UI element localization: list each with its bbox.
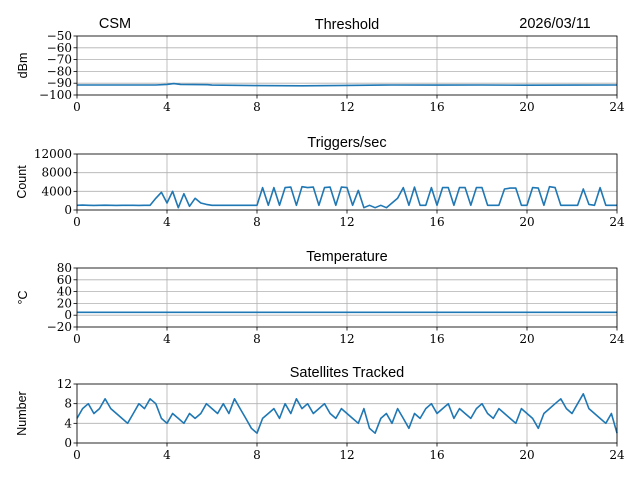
x-tick-label: 12: [339, 448, 354, 462]
y-tick-label: 4000: [41, 184, 72, 198]
y-tick-label: 12000: [34, 147, 72, 161]
subplot-title: Temperature: [306, 249, 387, 265]
y-tick-label: −50: [47, 29, 72, 43]
x-tick-label: 4: [163, 448, 171, 462]
header-left: CSM: [99, 16, 131, 32]
y-tick-label: 0: [64, 203, 72, 217]
x-tick-label: 24: [609, 215, 625, 229]
y-tick-label: −20: [47, 320, 72, 334]
subplot-title: Satellites Tracked: [290, 365, 404, 381]
x-tick-label: 20: [519, 332, 534, 346]
x-tick-label: 24: [609, 100, 625, 114]
y-tick-label: 4: [64, 416, 72, 430]
y-tick-label: −60: [47, 41, 72, 55]
y-tick-label: 12: [57, 377, 72, 391]
x-tick-label: 12: [339, 100, 354, 114]
y-tick-label: −100: [39, 88, 72, 102]
x-tick-label: 0: [73, 332, 81, 346]
x-tick-label: 8: [253, 448, 261, 462]
y-tick-label: −70: [47, 53, 72, 67]
x-tick-label: 8: [253, 332, 261, 346]
x-tick-label: 20: [519, 448, 534, 462]
x-tick-label: 4: [163, 215, 171, 229]
triggers-line: [76, 185, 617, 209]
x-tick-label: 16: [429, 215, 444, 229]
y-axis-label: Number: [15, 391, 29, 435]
y-tick-label: 40: [57, 285, 72, 299]
y-tick-label: 60: [57, 273, 72, 287]
threshold-line: [77, 82, 618, 87]
x-tick-label: 12: [339, 215, 354, 229]
satellites-line: [76, 392, 618, 435]
y-tick-label: −80: [47, 64, 72, 78]
x-tick-label: 24: [609, 332, 625, 346]
x-tick-label: 20: [519, 100, 534, 114]
x-tick-label: 0: [73, 100, 81, 114]
x-tick-label: 0: [73, 448, 81, 462]
x-tick-label: 0: [73, 215, 81, 229]
x-tick-label: 4: [163, 332, 171, 346]
y-axis-label: dBm: [16, 53, 30, 79]
x-tick-label: 16: [429, 100, 444, 114]
y-tick-label: 0: [64, 308, 72, 322]
x-tick-label: 4: [163, 100, 171, 114]
y-tick-label: 20: [57, 296, 72, 310]
y-tick-label: 8: [64, 397, 72, 411]
x-tick-label: 8: [253, 100, 261, 114]
x-tick-label: 16: [429, 332, 444, 346]
y-tick-label: −90: [47, 76, 72, 90]
y-tick-label: 0: [64, 436, 72, 450]
x-tick-label: 16: [429, 448, 444, 462]
subplot-title: Threshold: [315, 17, 379, 33]
x-tick-label: 12: [339, 332, 354, 346]
y-axis-label: Count: [15, 165, 29, 199]
subplot-2: 0 4 8 12 16 20 24 0 4000 8000 12000 Triggers/sec Cou…: [15, 135, 625, 229]
x-tick-label: 20: [519, 215, 534, 229]
subplot-title: Triggers/sec: [307, 135, 386, 151]
x-tick-label: 8: [253, 215, 261, 229]
x-tick-label: 24: [609, 448, 625, 462]
y-axis-label: °C: [16, 290, 30, 304]
y-tick-label: 80: [57, 261, 72, 275]
header-right: 2026/03/11: [519, 16, 591, 32]
y-tick-label: 8000: [41, 166, 72, 180]
subplot-1: 0 4 8 12 16 20 24 −50−60−70−80−90−100 Threshold d…: [16, 17, 625, 114]
subplot-4: 0 4 8 12 16 20 24 0 4 8 12 Satellites Tracked Number: [15, 365, 625, 462]
